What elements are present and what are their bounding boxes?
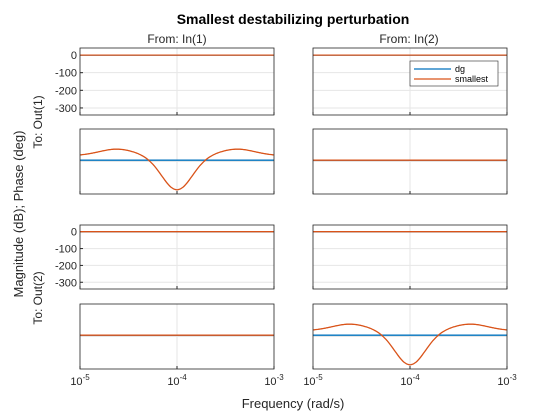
x-axis-label: Frequency (rad/s) (242, 396, 345, 411)
y-tick-label: 0 (71, 227, 77, 239)
series-line-smallest (312, 323, 508, 366)
x-tick-label: 10-5 (70, 373, 90, 388)
y-axis-label: Magnitude (dB); Phase (deg) (11, 131, 26, 298)
x-tick-label: 10-3 (497, 373, 517, 388)
magnitude-out2-in1-axes: 0 -100 -200 -300 (55, 224, 275, 290)
x-tick-label: 10-4 (400, 373, 420, 388)
y-tick-label: -100 (55, 244, 77, 256)
y-tick-label: -300 (55, 103, 77, 115)
chart-title: Smallest destabilizing perturbation (177, 11, 410, 27)
magnitude-out2-in2-axes (312, 224, 508, 290)
x-tick-label: 10-4 (167, 373, 187, 388)
series-line-smallest (79, 148, 275, 191)
row-title-out2: To: Out(2) (31, 271, 45, 324)
phase-out1-in2-axes (312, 128, 508, 195)
x-tick-label: 10-5 (303, 373, 323, 388)
magnitude-out1-in1-axes: 0 -100 -200 -300 (55, 47, 275, 116)
y-tick-label: -300 (55, 277, 77, 289)
phase-out2-in1-axes: 10-5 10-4 10-3 (70, 303, 284, 388)
y-tick-label: 0 (71, 50, 77, 62)
legend-label-smallest: smallest (455, 74, 489, 84)
column-title-in1: From: In(1) (147, 32, 206, 46)
y-tick-label: -200 (55, 85, 77, 97)
phase-out2-in2-axes: 10-5 10-4 10-3 (303, 303, 517, 388)
x-tick-label: 10-3 (264, 373, 284, 388)
row-title-out1: To: Out(1) (31, 95, 45, 148)
y-tick-label: -100 (55, 68, 77, 80)
phase-out1-in1-axes (79, 128, 275, 195)
column-title-in2: From: In(2) (379, 32, 438, 46)
legend-label-dg: dg (455, 64, 465, 74)
legend-box (409, 60, 499, 87)
y-tick-label: -200 (55, 260, 77, 272)
